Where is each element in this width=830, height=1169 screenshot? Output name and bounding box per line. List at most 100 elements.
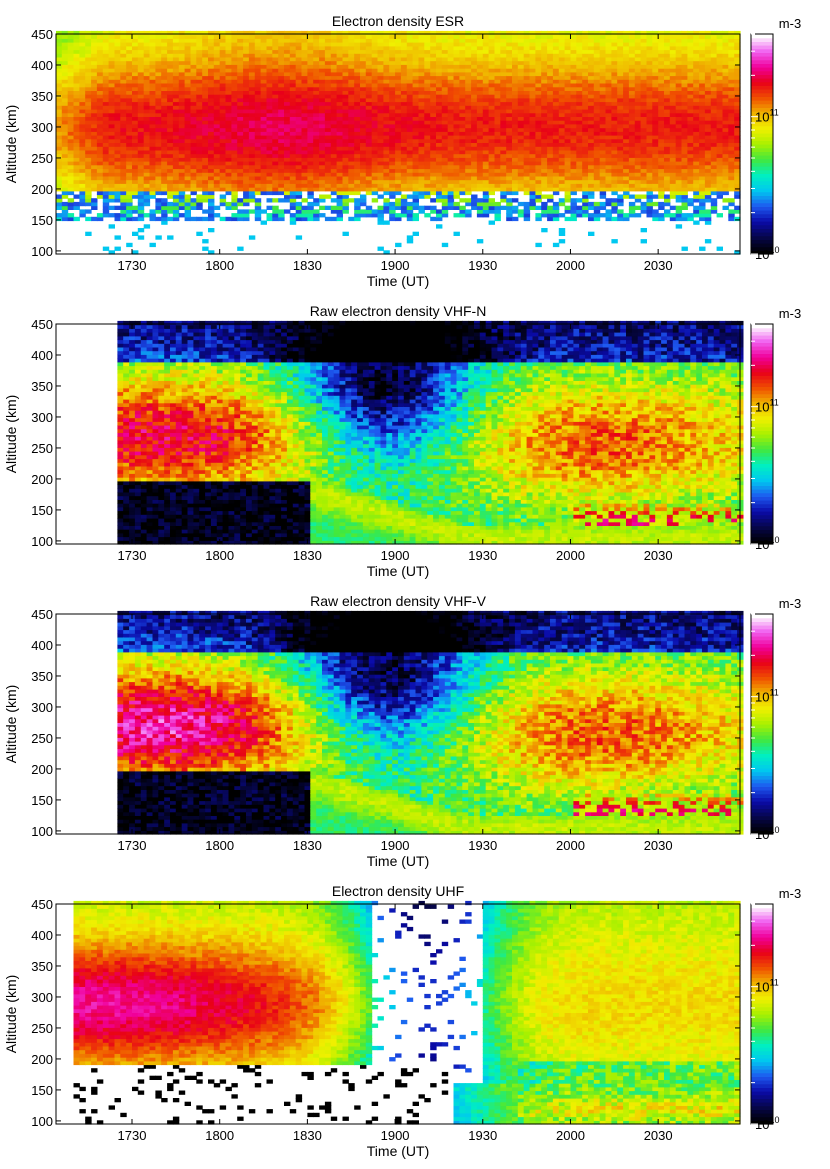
heatmap-cell: [79, 131, 85, 135]
heatmap-cell: [588, 176, 594, 180]
heatmap-cell: [442, 213, 448, 217]
heatmap-cell: [185, 120, 191, 124]
heatmap-cell: [512, 64, 518, 68]
heatmap-cell: [471, 195, 477, 199]
heatmap-cell: [103, 64, 109, 68]
heatmap-cell: [307, 161, 313, 165]
heatmap-cell: [576, 79, 582, 83]
heatmap-cell: [459, 116, 465, 120]
heatmap-cell: [512, 206, 518, 210]
heatmap-cell: [325, 38, 331, 42]
heatmap-cell: [454, 57, 460, 61]
heatmap-cell: [629, 87, 635, 91]
heatmap-cell: [68, 157, 74, 161]
heatmap-cell: [424, 187, 430, 191]
heatmap-cell: [249, 53, 255, 57]
heatmap-cell: [120, 68, 126, 72]
heatmap-cell: [132, 113, 138, 117]
heatmap-cell: [436, 213, 442, 217]
heatmap-cell: [600, 206, 606, 210]
heatmap-cell: [495, 165, 501, 169]
heatmap-cell: [565, 128, 571, 132]
heatmap-cell: [97, 53, 103, 57]
heatmap-cell: [576, 139, 582, 143]
heatmap-cell: [191, 72, 197, 76]
heatmap-cell: [600, 102, 606, 106]
heatmap-cell: [629, 176, 635, 180]
heatmap-cell: [343, 120, 349, 124]
heatmap-cell: [553, 180, 559, 184]
heatmap-cell: [261, 150, 267, 154]
heatmap-cell: [79, 183, 85, 187]
heatmap-cell: [255, 161, 261, 165]
heatmap-cell: [290, 187, 296, 191]
heatmap-cell: [284, 105, 290, 109]
heatmap-cell: [611, 202, 617, 206]
heatmap-cell: [173, 209, 179, 213]
heatmap-cell: [302, 94, 308, 98]
heatmap-cell: [471, 31, 477, 35]
heatmap-cell: [565, 50, 571, 54]
heatmap-cell: [144, 94, 150, 98]
heatmap-cell: [307, 31, 313, 35]
heatmap-cell: [442, 191, 448, 195]
heatmap-cell: [220, 53, 226, 57]
heatmap-cell: [103, 206, 109, 210]
heatmap-cell: [337, 131, 343, 135]
heatmap-cell: [343, 195, 349, 199]
heatmap-cell: [372, 213, 378, 217]
heatmap-cell: [471, 176, 477, 180]
heatmap-cell: [459, 113, 465, 117]
heatmap-cell: [237, 35, 243, 39]
heatmap-cell: [430, 105, 436, 109]
heatmap-cell: [407, 35, 413, 39]
heatmap-cell: [360, 105, 366, 109]
heatmap-cell: [150, 76, 156, 80]
heatmap-cell: [535, 169, 541, 173]
heatmap-cell: [524, 64, 530, 68]
heatmap-cell: [261, 46, 267, 50]
heatmap-cell: [161, 176, 167, 180]
heatmap-cell: [331, 31, 337, 35]
heatmap-cell: [547, 42, 553, 46]
heatmap-cell: [582, 116, 588, 120]
heatmap-cell: [267, 154, 273, 158]
heatmap-cell: [278, 120, 284, 124]
heatmap-cell: [465, 90, 471, 94]
heatmap-cell: [541, 35, 547, 39]
heatmap-cell: [179, 72, 185, 76]
heatmap-cell: [103, 79, 109, 83]
heatmap-cell: [138, 50, 144, 54]
heatmap-cell: [196, 116, 202, 120]
heatmap-cell: [103, 150, 109, 154]
heatmap-cell: [226, 31, 232, 35]
heatmap-cell: [471, 38, 477, 42]
heatmap-cell: [249, 128, 255, 132]
heatmap-cell: [413, 157, 419, 161]
heatmap-cell: [325, 72, 331, 76]
heatmap-cell: [79, 124, 85, 128]
heatmap-cell: [471, 120, 477, 124]
heatmap-cell: [407, 150, 413, 154]
heatmap-cell: [272, 38, 278, 42]
heatmap-cell: [185, 83, 191, 87]
heatmap-cell: [448, 172, 454, 176]
heatmap-cell: [173, 38, 179, 42]
heatmap-cell: [541, 202, 547, 206]
heatmap-cell: [214, 53, 220, 57]
heatmap-cell: [407, 61, 413, 65]
heatmap-cell: [459, 176, 465, 180]
heatmap-cell: [372, 157, 378, 161]
heatmap-cell: [313, 105, 319, 109]
heatmap-cell: [611, 191, 617, 195]
heatmap-cell: [208, 76, 214, 80]
heatmap-cell: [249, 72, 255, 76]
heatmap-cell: [360, 53, 366, 57]
heatmap-cell: [547, 72, 553, 76]
heatmap-cell: [600, 109, 606, 113]
heatmap-cell: [565, 42, 571, 46]
heatmap-cell: [600, 150, 606, 154]
heatmap-cell: [307, 42, 313, 46]
heatmap-cell: [337, 87, 343, 91]
heatmap-cell: [495, 35, 501, 39]
